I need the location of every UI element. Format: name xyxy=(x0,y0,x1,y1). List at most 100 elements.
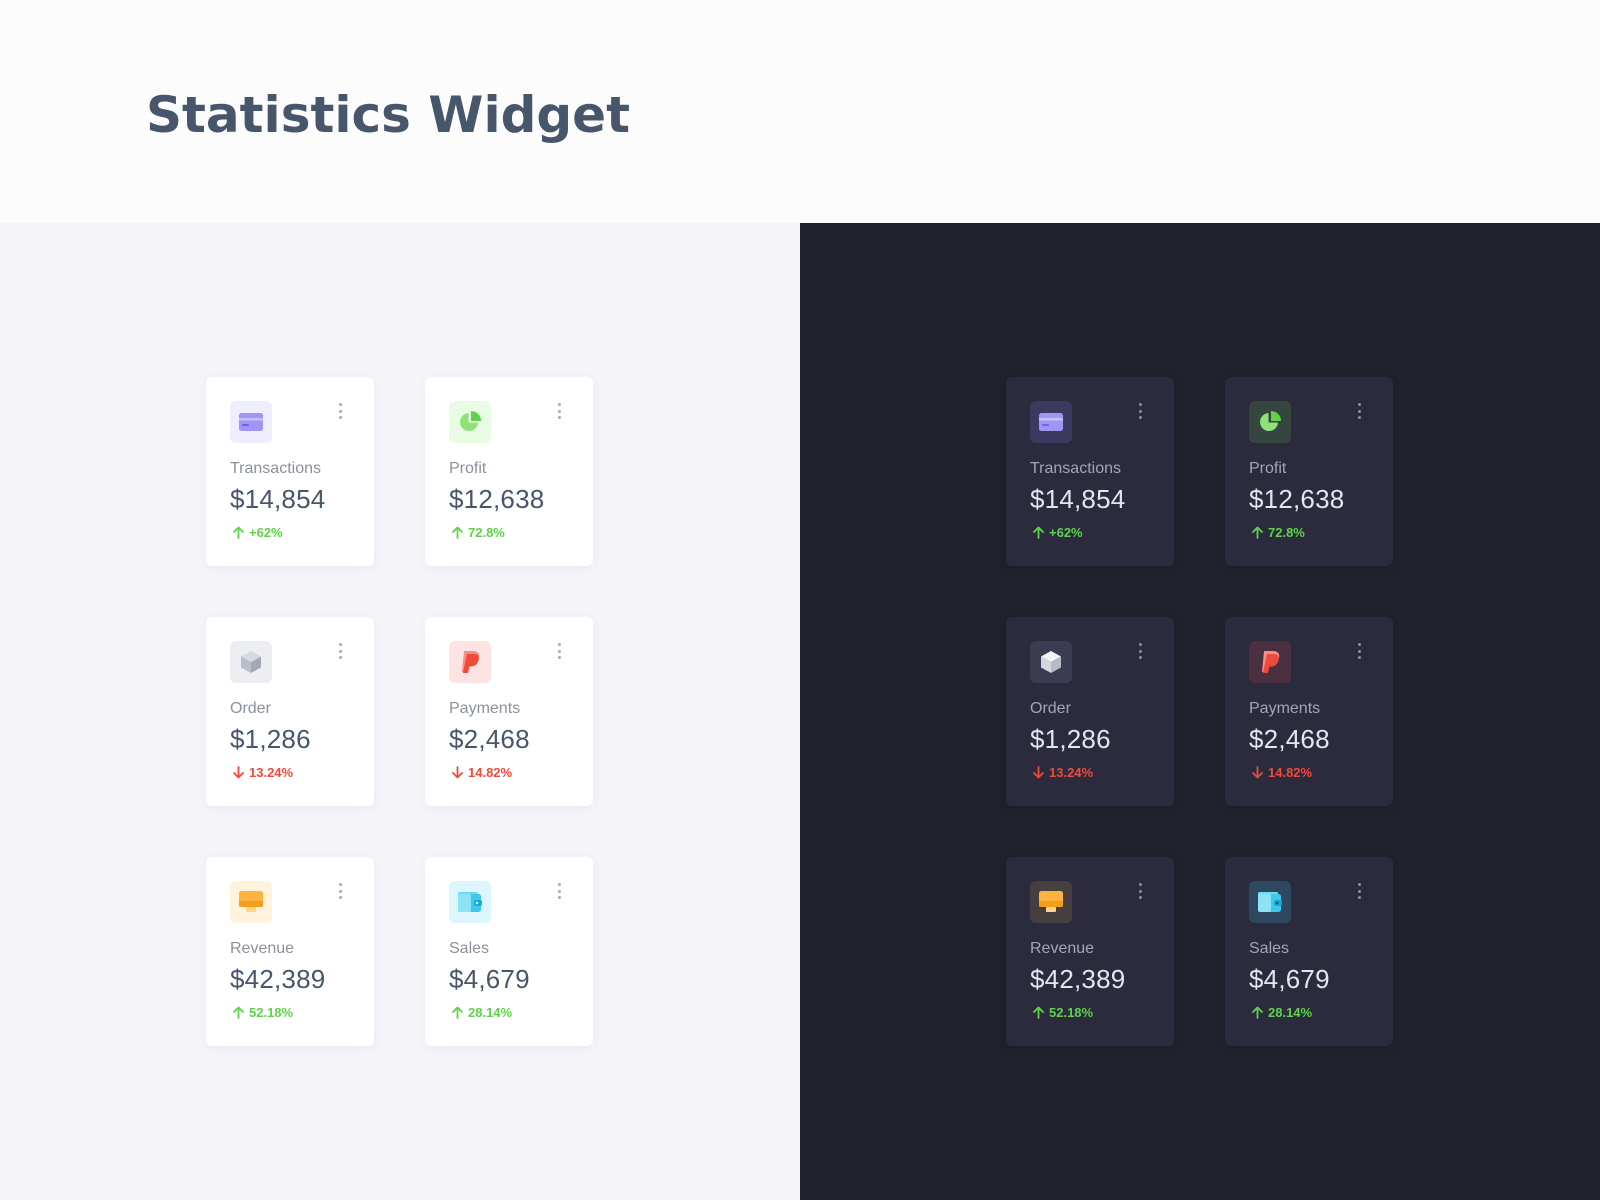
cube-icon xyxy=(1030,641,1072,683)
widget-value: $1,286 xyxy=(230,724,311,754)
widget-card-revenue: Revenue $42,389 52.18% xyxy=(206,857,374,1046)
widget-card-profit: Profit $12,638 72.8% xyxy=(425,377,593,566)
widget-value: $14,854 xyxy=(230,484,326,514)
more-options-button[interactable] xyxy=(555,883,563,899)
widget-change-value: 14.82% xyxy=(1268,765,1313,780)
arrow-up-icon xyxy=(1252,1006,1263,1019)
widget-value: $4,679 xyxy=(1249,964,1330,994)
pie-chart-icon xyxy=(1249,401,1291,443)
widget-change: 28.14% xyxy=(452,1005,512,1020)
wallet-icon xyxy=(1249,881,1291,923)
widget-value: $14,854 xyxy=(1030,484,1126,514)
widget-value: $2,468 xyxy=(1249,724,1330,754)
widget-change-value: +62% xyxy=(1049,525,1083,540)
widget-card-transactions: Transactions $14,854 +62% xyxy=(206,377,374,566)
widget-change-value: 28.14% xyxy=(1268,1005,1313,1020)
widget-value: $4,679 xyxy=(449,964,530,994)
widget-label: Profit xyxy=(449,460,487,477)
widget-change: +62% xyxy=(1033,525,1083,540)
widget-value: $2,468 xyxy=(449,724,530,754)
widget-label: Sales xyxy=(1249,940,1290,957)
dark-theme-panel: Transactions $14,854 +62% Profit $12,638… xyxy=(800,223,1600,1200)
arrow-down-icon xyxy=(1033,766,1044,779)
widget-change: 52.18% xyxy=(1033,1005,1093,1020)
more-options-button[interactable] xyxy=(555,643,563,659)
arrow-up-icon xyxy=(1252,526,1263,539)
widget-change-value: 28.14% xyxy=(468,1005,513,1020)
arrow-up-icon xyxy=(452,1006,463,1019)
widget-label: Transactions xyxy=(1030,460,1121,477)
pie-chart-icon xyxy=(449,401,491,443)
widget-card-payments: Payments $2,468 14.82% xyxy=(425,617,593,806)
widget-card-order: Order $1,286 13.24% xyxy=(206,617,374,806)
widget-label: Transactions xyxy=(230,460,321,477)
widget-change: 72.8% xyxy=(1252,525,1305,540)
widget-value: $12,638 xyxy=(1249,484,1345,514)
widget-card-profit: Profit $12,638 72.8% xyxy=(1225,377,1393,566)
paypal-icon xyxy=(1249,641,1291,683)
arrow-up-icon xyxy=(1033,1006,1044,1019)
more-options-button[interactable] xyxy=(1136,643,1144,659)
arrow-up-icon xyxy=(1033,526,1044,539)
widget-change-value: 72.8% xyxy=(468,525,505,540)
widget-change: 13.24% xyxy=(1033,765,1093,780)
more-options-button[interactable] xyxy=(336,883,344,899)
widget-label: Order xyxy=(230,700,271,717)
credit-card-icon xyxy=(1030,401,1072,443)
widget-change: +62% xyxy=(233,525,283,540)
more-options-button[interactable] xyxy=(336,643,344,659)
widget-change-value: +62% xyxy=(249,525,283,540)
widget-change-value: 14.82% xyxy=(468,765,513,780)
widget-card-sales: Sales $4,679 28.14% xyxy=(425,857,593,1046)
widget-label: Sales xyxy=(449,940,490,957)
widget-label: Payments xyxy=(1249,700,1321,717)
widget-card-order: Order $1,286 13.24% xyxy=(1006,617,1174,806)
more-options-button[interactable] xyxy=(1355,883,1363,899)
widget-change: 52.18% xyxy=(233,1005,293,1020)
arrow-up-icon xyxy=(452,526,463,539)
widget-value: $42,389 xyxy=(1030,964,1126,994)
widget-card-sales: Sales $4,679 28.14% xyxy=(1225,857,1393,1046)
more-options-button[interactable] xyxy=(1355,643,1363,659)
widget-label: Order xyxy=(1030,700,1071,717)
more-options-button[interactable] xyxy=(1136,403,1144,419)
more-options-button[interactable] xyxy=(555,403,563,419)
widget-label: Payments xyxy=(449,700,521,717)
widget-change: 14.82% xyxy=(1252,765,1312,780)
more-options-button[interactable] xyxy=(336,403,344,419)
monitor-icon xyxy=(1030,881,1072,923)
widget-card-payments: Payments $2,468 14.82% xyxy=(1225,617,1393,806)
widget-card-revenue: Revenue $42,389 52.18% xyxy=(1006,857,1174,1046)
monitor-icon xyxy=(230,881,272,923)
widget-label: Revenue xyxy=(230,940,295,957)
credit-card-icon xyxy=(230,401,272,443)
more-options-button[interactable] xyxy=(1136,883,1144,899)
arrow-up-icon xyxy=(233,526,244,539)
arrow-down-icon xyxy=(452,766,463,779)
widget-change-value: 13.24% xyxy=(1049,765,1094,780)
widget-value: $12,638 xyxy=(449,484,545,514)
widget-label: Revenue xyxy=(1030,940,1095,957)
arrow-down-icon xyxy=(233,766,244,779)
arrow-up-icon xyxy=(233,1006,244,1019)
paypal-icon xyxy=(449,641,491,683)
widget-label: Profit xyxy=(1249,460,1287,477)
widget-change-value: 52.18% xyxy=(249,1005,294,1020)
widget-change: 14.82% xyxy=(452,765,512,780)
widget-change-value: 13.24% xyxy=(249,765,294,780)
widget-change: 28.14% xyxy=(1252,1005,1312,1020)
widget-change-value: 52.18% xyxy=(1049,1005,1094,1020)
page-title: Statistics Widget xyxy=(146,86,630,144)
wallet-icon xyxy=(449,881,491,923)
widget-card-transactions: Transactions $14,854 +62% xyxy=(1006,377,1174,566)
widget-change-value: 72.8% xyxy=(1268,525,1305,540)
header: Statistics Widget xyxy=(0,0,1600,223)
widget-change: 13.24% xyxy=(233,765,293,780)
cube-icon xyxy=(230,641,272,683)
widget-value: $1,286 xyxy=(1030,724,1111,754)
widget-change: 72.8% xyxy=(452,525,505,540)
more-options-button[interactable] xyxy=(1355,403,1363,419)
arrow-down-icon xyxy=(1252,766,1263,779)
widget-value: $42,389 xyxy=(230,964,326,994)
light-theme-panel: Transactions $14,854 +62% Profit $12,638… xyxy=(0,223,800,1200)
